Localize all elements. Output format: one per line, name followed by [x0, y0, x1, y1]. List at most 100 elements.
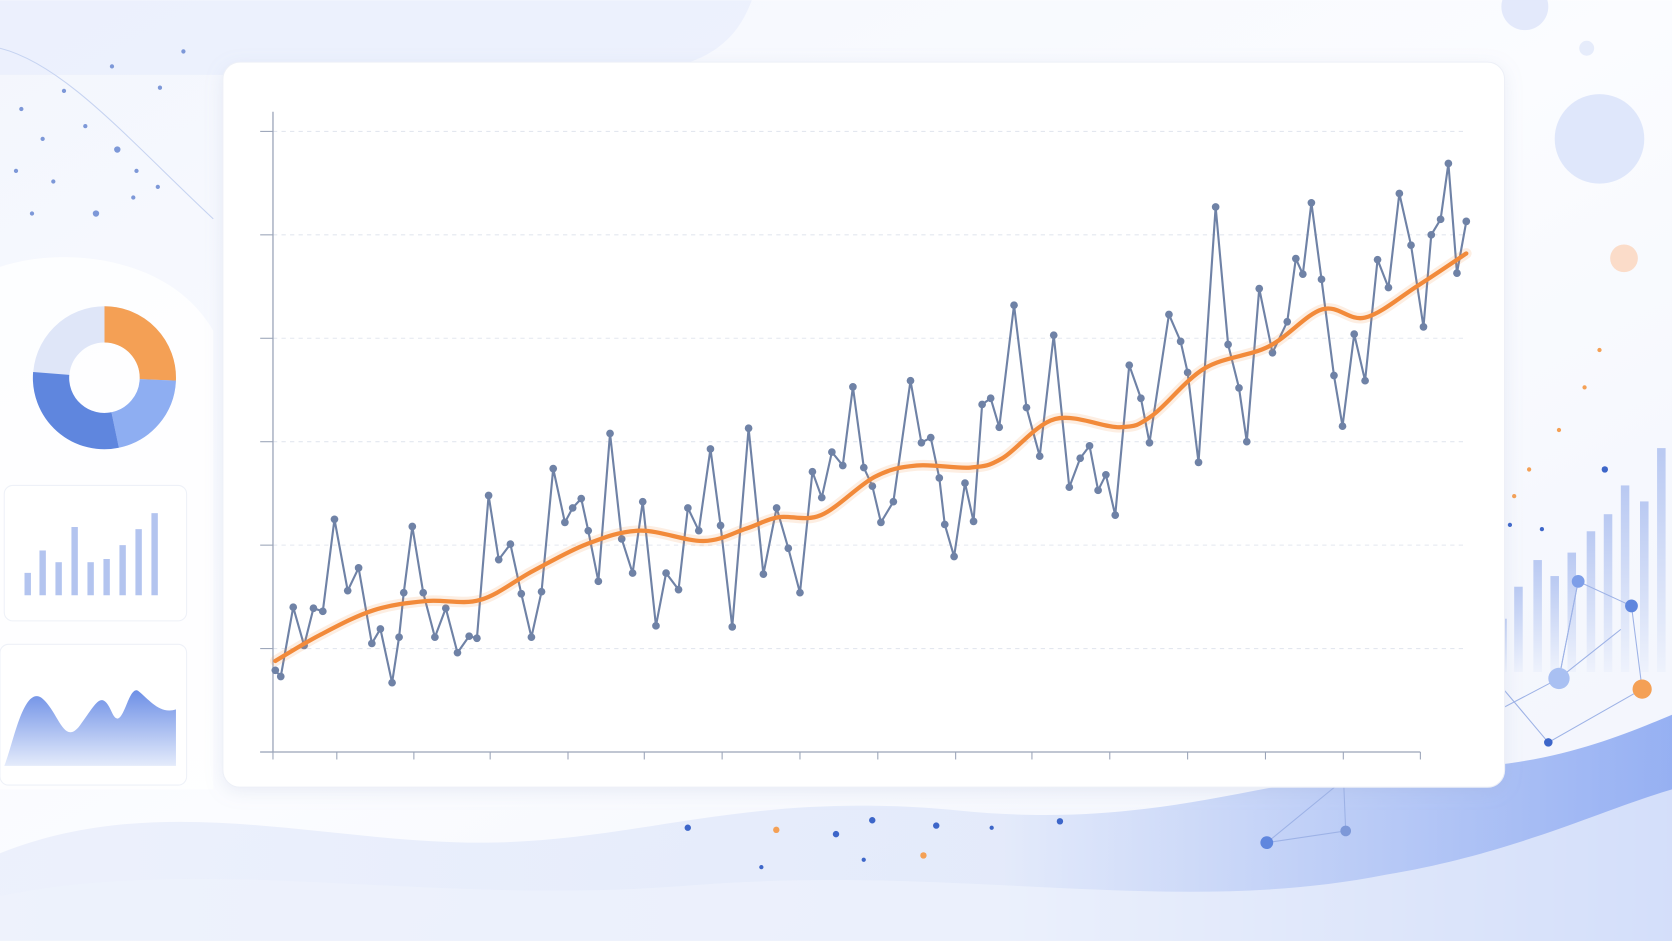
data-point — [868, 482, 877, 491]
data-point — [628, 569, 637, 577]
data-point — [537, 587, 546, 596]
data-point — [408, 522, 417, 531]
data-point — [1427, 231, 1436, 239]
data-point — [1373, 255, 1382, 264]
data-point — [1194, 458, 1203, 467]
data-point — [1419, 323, 1428, 331]
data-point — [978, 400, 986, 409]
data-point — [376, 625, 385, 633]
data-point — [1338, 422, 1347, 431]
data-point — [1183, 368, 1192, 377]
data-point — [1176, 337, 1185, 346]
data-point — [838, 461, 847, 470]
plot-area — [260, 111, 1472, 760]
data-point — [995, 423, 1004, 432]
bubble — [1554, 94, 1645, 184]
data-point — [1436, 215, 1445, 224]
data-point — [549, 464, 558, 473]
data-point — [1291, 254, 1300, 263]
data-point — [419, 588, 428, 597]
data-point — [906, 376, 915, 385]
data-point — [1137, 394, 1145, 403]
data-point — [388, 678, 396, 687]
data-point — [652, 621, 660, 630]
data-point — [926, 433, 935, 442]
data-point — [276, 672, 285, 681]
data-point — [271, 666, 280, 675]
data-point — [584, 526, 593, 535]
data-point — [1125, 361, 1134, 370]
data-point — [561, 518, 569, 527]
data-point — [330, 515, 339, 524]
data-point — [950, 552, 958, 561]
data-point — [817, 493, 826, 502]
data-point — [354, 564, 363, 572]
trend-line — [273, 251, 1469, 664]
data-point — [1298, 270, 1307, 278]
bg-blob — [0, 0, 752, 75]
data-point — [674, 585, 683, 594]
data-point — [289, 603, 298, 612]
data-point — [728, 623, 737, 631]
data-point — [1317, 275, 1326, 284]
data-point — [441, 604, 450, 613]
data-point — [517, 589, 526, 598]
data-point — [465, 632, 473, 641]
mini-bars — [3, 484, 188, 622]
data-point — [716, 521, 725, 530]
bubble — [1610, 244, 1638, 273]
data-point — [1453, 269, 1461, 277]
data-point — [1307, 198, 1316, 207]
data-point — [759, 570, 768, 578]
data-point — [473, 634, 481, 643]
data-point — [367, 639, 376, 648]
data-point — [706, 445, 715, 453]
data-point — [694, 526, 703, 535]
data-point — [594, 577, 603, 586]
data-point — [1035, 452, 1044, 461]
data-point — [506, 540, 515, 548]
data-point — [484, 491, 493, 500]
data-point — [684, 504, 692, 512]
data-point — [1211, 203, 1220, 211]
data-point — [1407, 241, 1415, 250]
data-point — [917, 438, 926, 447]
wave — [0, 714, 1672, 941]
data-point — [577, 494, 586, 503]
data-point — [1330, 371, 1338, 380]
data-point — [849, 383, 857, 391]
data-point — [1242, 437, 1251, 446]
data-point — [940, 520, 949, 529]
data-point — [1283, 317, 1292, 326]
data-point — [1361, 376, 1369, 385]
bubble — [1501, 0, 1549, 31]
data-point — [772, 504, 781, 512]
data-point — [494, 555, 503, 564]
data-point — [617, 535, 626, 543]
data-point — [1076, 454, 1085, 463]
data-point — [1224, 340, 1232, 349]
data-point — [1065, 483, 1074, 492]
data-point — [662, 569, 670, 577]
data-point — [318, 607, 327, 616]
data-point — [568, 504, 577, 512]
data-point — [1145, 438, 1154, 447]
data-point — [744, 424, 753, 433]
data-point — [1444, 159, 1453, 168]
data-point — [527, 633, 536, 642]
data-point — [1235, 384, 1243, 392]
data-point — [1085, 442, 1094, 450]
chart-card — [222, 61, 1506, 788]
bubble — [1579, 40, 1595, 56]
data-point — [309, 604, 318, 613]
data-point — [1255, 284, 1264, 293]
data-point — [808, 467, 817, 476]
data-point — [889, 497, 898, 506]
data-point — [1395, 189, 1404, 198]
data-point — [935, 474, 944, 482]
data-point — [606, 429, 614, 438]
data-point — [796, 588, 804, 597]
data-point — [431, 633, 439, 642]
data-point — [961, 479, 969, 487]
